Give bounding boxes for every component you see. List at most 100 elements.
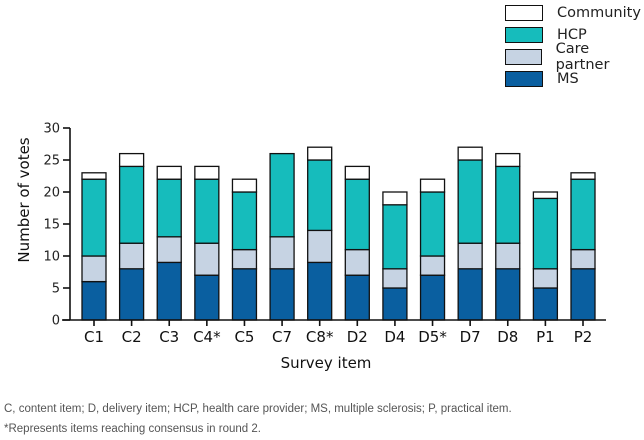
bar-segment-care-partner <box>495 242 521 270</box>
bar-stack-p2 <box>570 172 596 321</box>
bar-segment-hcp <box>532 197 559 270</box>
bar-segment-community <box>156 165 182 180</box>
bar-stack-c8-star <box>307 146 333 321</box>
bar-segment-community <box>118 152 145 168</box>
legend-item-hcp: HCP <box>505 24 644 46</box>
bar-segment-care-partner <box>118 242 145 270</box>
bar-segment-care-partner <box>194 242 220 276</box>
bar-segment-hcp <box>419 191 446 257</box>
y-axis: 0 5 10 15 20 25 30 <box>43 122 71 329</box>
y-tick-label: 30 <box>43 122 60 137</box>
legend-swatch <box>505 71 543 87</box>
bar-segment-care-partner <box>457 242 483 270</box>
bar-segment-ms <box>419 274 446 321</box>
x-axis-title: Survey item <box>281 354 372 372</box>
bar-segment-care-partner <box>81 255 107 283</box>
bar-stack-d7 <box>457 146 483 321</box>
bar-segment-community <box>194 165 220 180</box>
legend-label: Community <box>557 5 641 21</box>
bar-segment-hcp <box>344 178 370 251</box>
y-tick-label: 10 <box>43 250 60 265</box>
bar-segment-ms <box>81 280 107 321</box>
footnote-consensus: *Represents items reaching consensus in … <box>4 423 261 435</box>
bar-segment-hcp <box>194 178 220 244</box>
bar-stack-d5-star <box>419 178 446 321</box>
bar-stack-p1 <box>532 191 559 321</box>
x-axis: C1 C2 C3 C4* C5 C7 C8* D2 D4 D5* D7 D8 P1 P2 <box>62 319 606 346</box>
bar-segment-hcp <box>307 159 333 232</box>
x-tick-label: C2 <box>122 328 142 346</box>
footnote-abbreviations: C, content item; D, delivery item; HCP, … <box>4 403 512 415</box>
stacked-bar-chart: 0 5 10 15 20 25 30 C1 C2 C3 C4* C5 C7 C8* D2 D4 D5* D7 D8… <box>15 122 606 372</box>
bars <box>81 146 596 321</box>
bar-segment-hcp <box>570 178 596 251</box>
bar-segment-community <box>457 146 483 161</box>
y-tick-label: 15 <box>43 218 60 233</box>
bar-segment-hcp <box>382 204 408 270</box>
bar-stack-c1 <box>81 172 107 321</box>
y-tick-label: 20 <box>43 186 60 201</box>
y-axis-title: Number of votes <box>15 137 33 262</box>
x-tick-label: P1 <box>536 328 555 346</box>
x-tick-label: C4* <box>193 328 221 346</box>
bar-stack-d4 <box>382 191 408 321</box>
bar-segment-community <box>570 172 596 180</box>
bar-segment-ms <box>382 287 408 321</box>
legend-label: HCP <box>557 27 587 43</box>
bar-segment-community <box>495 152 521 168</box>
bar-segment-hcp <box>269 152 295 238</box>
x-tick-label: P2 <box>574 328 593 346</box>
x-tick-label: C3 <box>159 328 179 346</box>
bar-stack-d2 <box>344 165 370 321</box>
x-tick-label: D2 <box>347 328 368 346</box>
bar-segment-care-partner <box>570 248 596 270</box>
y-tick-label: 25 <box>43 154 60 169</box>
bar-segment-care-partner <box>532 268 559 289</box>
bar-segment-hcp <box>231 191 258 251</box>
bar-segment-ms <box>269 268 295 321</box>
legend-label: Care partner <box>555 41 610 73</box>
bar-segment-community <box>307 146 333 161</box>
bar-segment-ms <box>570 268 596 321</box>
bar-segment-care-partner <box>344 248 370 276</box>
bar-segment-community <box>419 178 446 193</box>
bar-stack-c2 <box>118 152 145 321</box>
bar-segment-hcp <box>495 165 521 244</box>
bar-segment-care-partner <box>156 236 182 264</box>
legend-item-community: Community <box>505 2 644 24</box>
bar-stack-c4-star <box>194 165 220 321</box>
bar-segment-community <box>532 191 559 200</box>
bar-stack-c5 <box>231 178 258 321</box>
x-tick-label: D7 <box>460 328 481 346</box>
legend-swatch <box>505 27 543 43</box>
bar-segment-community <box>231 178 258 193</box>
legend-item-care-partner: Care partner <box>505 41 644 73</box>
x-tick-label: D5* <box>418 328 447 346</box>
bar-segment-ms <box>532 287 559 321</box>
bar-segment-ms <box>344 274 370 321</box>
bar-segment-ms <box>495 268 521 321</box>
bar-segment-hcp <box>118 165 145 244</box>
x-tick-label: C1 <box>84 328 104 346</box>
bar-segment-ms <box>194 274 220 321</box>
x-tick-label: C7 <box>272 328 292 346</box>
bar-segment-community <box>344 165 370 180</box>
bar-segment-hcp <box>457 159 483 244</box>
bar-segment-care-partner <box>269 236 295 270</box>
bar-segment-ms <box>231 268 258 321</box>
bar-segment-care-partner <box>307 229 333 264</box>
bar-stack-d8 <box>495 152 521 321</box>
legend-item-ms: MS <box>505 68 644 90</box>
bar-segment-hcp <box>156 178 182 238</box>
y-tick-label: 0 <box>52 314 60 329</box>
bar-segment-care-partner <box>382 268 408 289</box>
y-tick-label: 5 <box>52 282 60 297</box>
legend-swatch <box>505 5 543 21</box>
bar-stack-c7 <box>269 152 295 321</box>
bar-segment-care-partner <box>231 248 258 270</box>
bar-segment-community <box>382 191 408 206</box>
bar-segment-ms <box>457 268 483 321</box>
bar-segment-care-partner <box>419 255 446 276</box>
x-tick-label: C8* <box>306 328 334 346</box>
x-tick-label: D4 <box>384 328 405 346</box>
